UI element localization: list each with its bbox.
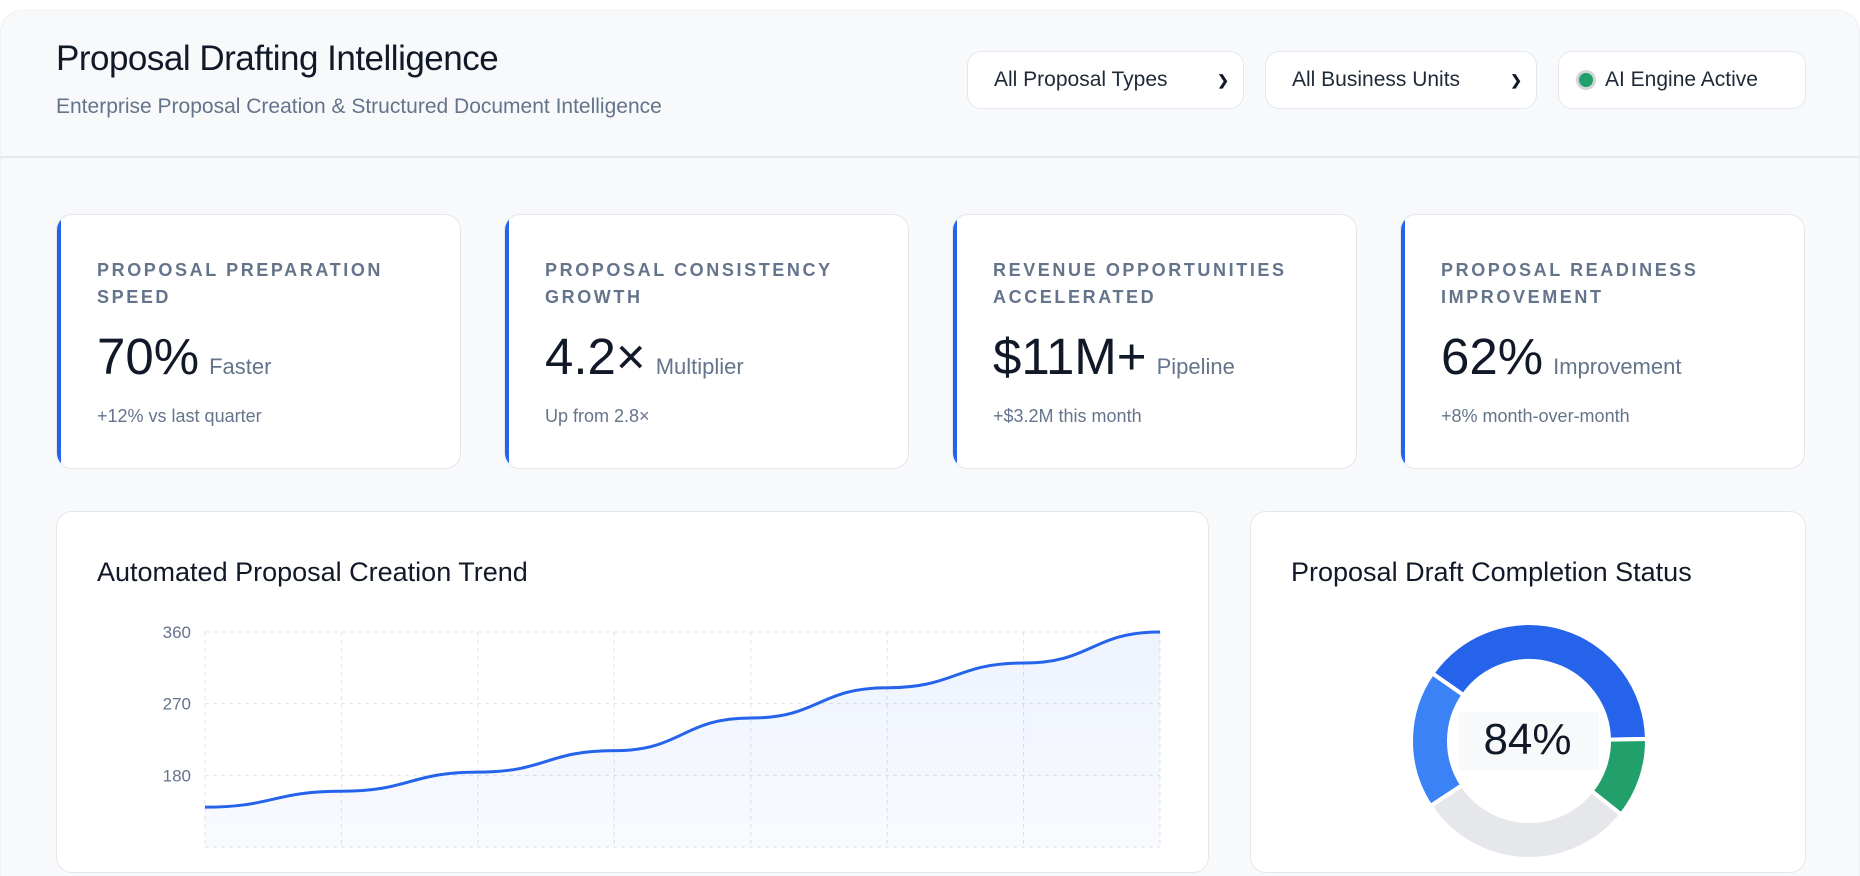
chevron-down-icon: ❯ bbox=[1217, 71, 1229, 88]
kpi-value: 4.2× bbox=[545, 328, 646, 385]
proposal-type-value: All Proposal Types bbox=[994, 68, 1168, 91]
business-unit-value: All Business Units bbox=[1292, 68, 1461, 91]
ai-engine-status-badge: AI Engine Active bbox=[1558, 51, 1806, 109]
kpi-label: PROPOSAL CONSISTENCY GROWTH bbox=[545, 260, 833, 307]
accent-bar bbox=[505, 215, 509, 468]
kpi-label: PROPOSAL READINESS IMPROVEMENT bbox=[1441, 260, 1699, 307]
kpi-unit: Improvement bbox=[1553, 354, 1682, 379]
dashboard: Proposal Drafting Intelligence Enterpris… bbox=[0, 10, 1860, 876]
chart-title: Proposal Draft Completion Status bbox=[1291, 557, 1692, 587]
accent-bar bbox=[57, 215, 61, 468]
page-title: Proposal Drafting Intelligence bbox=[56, 39, 499, 78]
business-unit-select[interactable]: All Business Units ❯ bbox=[1265, 51, 1537, 109]
kpi-value: 70% bbox=[97, 328, 200, 385]
donut-center-label: 84% bbox=[1483, 715, 1572, 764]
donut-chart bbox=[1409, 621, 1650, 861]
kpi-label: PROPOSAL PREPARATION SPEED bbox=[97, 260, 384, 307]
completion-status-card: Proposal Draft Completion Status 84% bbox=[1250, 511, 1806, 873]
chevron-down-icon: ❯ bbox=[1510, 71, 1522, 88]
kpi-label: REVENUE OPPORTUNITIES ACCELERATED bbox=[993, 260, 1287, 307]
donut-segment bbox=[1429, 621, 1650, 742]
proposal-type-select[interactable]: All Proposal Types ❯ bbox=[967, 51, 1244, 109]
kpi-unit: Pipeline bbox=[1156, 354, 1235, 379]
kpi-note: +8% month-over-month bbox=[1441, 406, 1630, 426]
kpi-note: +12% vs last quarter bbox=[97, 406, 262, 426]
page-subtitle: Enterprise Proposal Creation & Structure… bbox=[56, 95, 662, 118]
kpi-unit: Faster bbox=[209, 354, 272, 379]
status-dot-icon bbox=[1579, 73, 1593, 87]
trend-chart: 360 270 180 bbox=[163, 623, 1161, 848]
y-tick-label: 360 bbox=[163, 623, 191, 642]
accent-bar bbox=[953, 215, 957, 468]
y-tick-label: 270 bbox=[163, 695, 191, 714]
donut-segment bbox=[1409, 670, 1467, 809]
chart-title: Automated Proposal Creation Trend bbox=[97, 557, 528, 587]
donut-center bbox=[1459, 712, 1599, 770]
kpi-unit: Multiplier bbox=[655, 354, 744, 379]
status-label: AI Engine Active bbox=[1605, 68, 1758, 91]
series-line bbox=[204, 630, 1161, 809]
kpi-note: Up from 2.8× bbox=[545, 406, 650, 426]
kpi-card-readiness-improvement: PROPOSAL READINESS IMPROVEMENT 62% Improv… bbox=[1400, 214, 1805, 469]
kpi-value: $11M+ bbox=[993, 328, 1147, 385]
kpi-card-preparation-speed: PROPOSAL PREPARATION SPEED 70% Faster +12… bbox=[56, 214, 461, 469]
kpi-card-revenue-opportunities: REVENUE OPPORTUNITIES ACCELERATED $11M+ P… bbox=[952, 214, 1357, 469]
kpi-value: 62% bbox=[1441, 328, 1544, 385]
y-tick-label: 180 bbox=[163, 766, 191, 785]
trend-chart-card: Automated Proposal Creation Trend 360 270… bbox=[56, 511, 1209, 873]
kpi-note: +$3.2M this month bbox=[993, 406, 1142, 426]
header: Proposal Drafting Intelligence Enterpris… bbox=[1, 11, 1859, 158]
kpi-card-consistency-growth: PROPOSAL CONSISTENCY GROWTH 4.2× Multipli… bbox=[504, 214, 909, 469]
donut-segment bbox=[1427, 782, 1625, 861]
accent-bar bbox=[1401, 215, 1405, 468]
